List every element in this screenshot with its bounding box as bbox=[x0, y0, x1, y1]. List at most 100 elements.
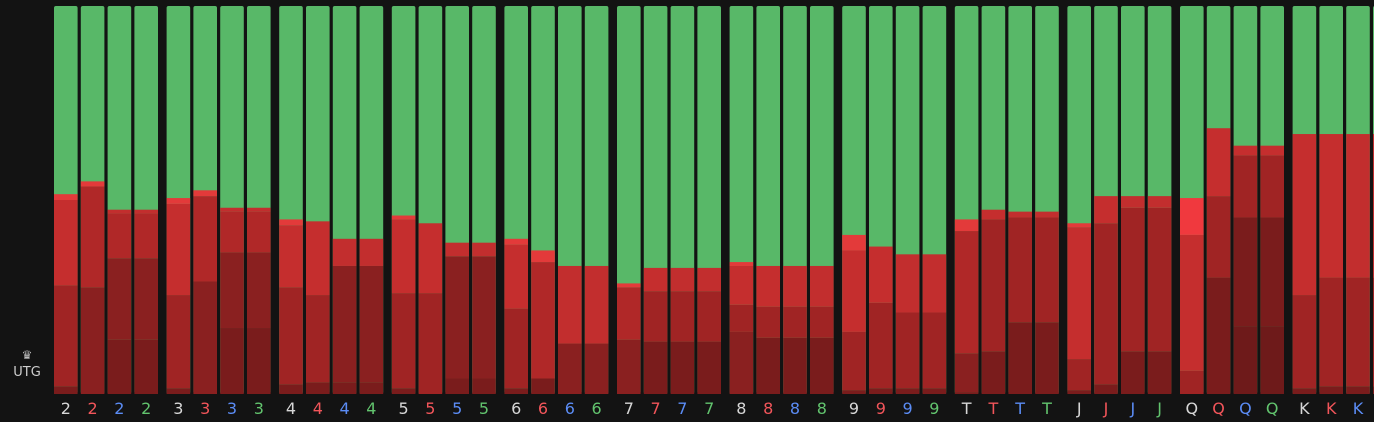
player-position: ♛ UTG bbox=[0, 348, 54, 382]
bar-2-clubs[interactable]: 2 bbox=[134, 6, 158, 418]
bar-q-clubs[interactable]: Q bbox=[1260, 6, 1284, 418]
bar-action-segment bbox=[1067, 223, 1091, 228]
bar-action-segment bbox=[1147, 351, 1172, 394]
bar-q-diamonds[interactable]: Q bbox=[1233, 6, 1258, 418]
bar-action-segment bbox=[981, 351, 1006, 394]
bar-8-diamonds[interactable]: 8 bbox=[783, 6, 807, 418]
bar-t-diamonds[interactable]: T bbox=[1008, 6, 1032, 418]
bar-action-segment bbox=[810, 337, 834, 394]
tick-label: J bbox=[1156, 399, 1162, 418]
bar-7-default[interactable]: 7 bbox=[617, 6, 641, 418]
tick-label: 8 bbox=[763, 399, 773, 418]
bar-action-segment bbox=[107, 213, 132, 259]
bar-3-hearts[interactable]: 3 bbox=[193, 6, 217, 418]
bar-j-hearts[interactable]: J bbox=[1094, 6, 1118, 418]
tick-label: 3 bbox=[254, 399, 264, 418]
bar-action-segment bbox=[1121, 351, 1145, 394]
bar-6-default[interactable]: 6 bbox=[504, 6, 528, 418]
bar-3-diamonds[interactable]: 3 bbox=[220, 6, 244, 418]
bar-7-hearts[interactable]: 7 bbox=[643, 6, 668, 418]
bar-action-segment bbox=[1260, 217, 1284, 327]
tick-label: Q bbox=[1239, 399, 1252, 418]
tick-label: 3 bbox=[173, 399, 183, 418]
tick-label: 9 bbox=[929, 399, 939, 418]
bar-k-hearts[interactable]: K bbox=[1319, 6, 1343, 418]
bar-5-clubs[interactable]: 5 bbox=[472, 6, 496, 418]
bar-9-clubs[interactable]: 9 bbox=[922, 6, 947, 418]
bar-action-segment bbox=[391, 293, 416, 389]
bar-action-segment bbox=[193, 190, 217, 197]
bar-action-segment bbox=[445, 378, 469, 394]
bar-action-segment bbox=[193, 196, 217, 282]
bar-action-segment bbox=[247, 207, 271, 212]
bar-t-clubs[interactable]: T bbox=[1035, 6, 1059, 418]
bar-action-segment bbox=[1206, 128, 1231, 197]
bar-k-diamonds[interactable]: K bbox=[1346, 6, 1370, 418]
bar-action-segment bbox=[617, 287, 641, 340]
bar-action-segment bbox=[981, 209, 1006, 220]
bar-3-clubs[interactable]: 3 bbox=[247, 6, 271, 418]
bar-action-segment bbox=[981, 219, 1006, 352]
tick-label: 6 bbox=[511, 399, 521, 418]
bar-action-segment bbox=[1094, 196, 1118, 224]
bar-action-segment bbox=[54, 200, 78, 286]
bar-action-segment bbox=[418, 293, 443, 394]
bar-4-diamonds[interactable]: 4 bbox=[332, 6, 357, 418]
bar-8-clubs[interactable]: 8 bbox=[810, 6, 834, 418]
bar-action-segment bbox=[1180, 370, 1204, 394]
bar-action-segment bbox=[279, 384, 303, 394]
bar-action-segment bbox=[472, 256, 496, 379]
bar-q-default[interactable]: Q bbox=[1180, 6, 1204, 418]
bar-j-clubs[interactable]: J bbox=[1147, 6, 1172, 418]
bar-k-default[interactable]: K bbox=[1292, 6, 1317, 418]
bar-2-diamonds[interactable]: 2 bbox=[107, 6, 132, 418]
bar-2-default[interactable]: 2 bbox=[54, 6, 78, 418]
bar-9-hearts[interactable]: 9 bbox=[869, 6, 893, 418]
bar-action-segment bbox=[783, 265, 807, 307]
bar-7-clubs[interactable]: 7 bbox=[697, 6, 721, 418]
bar-7-diamonds[interactable]: 7 bbox=[670, 6, 695, 418]
bar-8-default[interactable]: 8 bbox=[729, 6, 754, 418]
bar-6-hearts[interactable]: 6 bbox=[531, 6, 555, 418]
bar-action-segment bbox=[80, 186, 105, 288]
bar-action-segment bbox=[1260, 326, 1284, 394]
bar-6-clubs[interactable]: 6 bbox=[584, 6, 609, 418]
bar-4-clubs[interactable]: 4 bbox=[359, 6, 384, 418]
bar-action-segment bbox=[531, 262, 555, 379]
bar-action-segment bbox=[247, 328, 271, 394]
bar-j-diamonds[interactable]: J bbox=[1121, 6, 1145, 418]
bar-5-diamonds[interactable]: 5 bbox=[445, 6, 469, 418]
bar-action-segment bbox=[80, 181, 105, 187]
bar-4-hearts[interactable]: 4 bbox=[306, 6, 330, 418]
bar-action-segment bbox=[359, 238, 384, 266]
bar-8-hearts[interactable]: 8 bbox=[756, 6, 780, 418]
bar-t-default[interactable]: T bbox=[954, 6, 979, 418]
bar-action-segment bbox=[954, 353, 979, 393]
crown-icon: ♛ bbox=[21, 348, 33, 362]
tick-label: 2 bbox=[61, 399, 71, 418]
bar-action-segment bbox=[134, 258, 158, 340]
bar-9-default[interactable]: 9 bbox=[842, 6, 866, 418]
bar-action-segment bbox=[1346, 277, 1370, 387]
bar-6-diamonds[interactable]: 6 bbox=[558, 6, 582, 418]
bar-action-segment bbox=[922, 312, 947, 389]
bar-j-default[interactable]: J bbox=[1067, 6, 1091, 418]
bar-9-diamonds[interactable]: 9 bbox=[895, 6, 920, 418]
bar-4-default[interactable]: 4 bbox=[279, 6, 303, 418]
bar-action-segment bbox=[107, 209, 132, 214]
bar-action-segment bbox=[1008, 322, 1032, 394]
bar-q-hearts[interactable]: Q bbox=[1206, 6, 1231, 418]
bar-3-default[interactable]: 3 bbox=[166, 6, 191, 418]
bar-action-segment bbox=[80, 287, 105, 394]
bar-5-hearts[interactable]: 5 bbox=[418, 6, 443, 418]
bar-action-segment bbox=[445, 242, 469, 257]
bar-5-default[interactable]: 5 bbox=[391, 6, 416, 418]
bar-action-segment bbox=[1260, 155, 1284, 218]
bar-2-hearts[interactable]: 2 bbox=[80, 6, 105, 418]
bar-action-segment bbox=[279, 287, 303, 385]
bar-action-segment bbox=[1180, 234, 1204, 371]
tick-label: 3 bbox=[227, 399, 237, 418]
bar-action-segment bbox=[558, 265, 582, 344]
bar-t-hearts[interactable]: T bbox=[981, 6, 1006, 418]
tick-label: T bbox=[1014, 399, 1025, 418]
